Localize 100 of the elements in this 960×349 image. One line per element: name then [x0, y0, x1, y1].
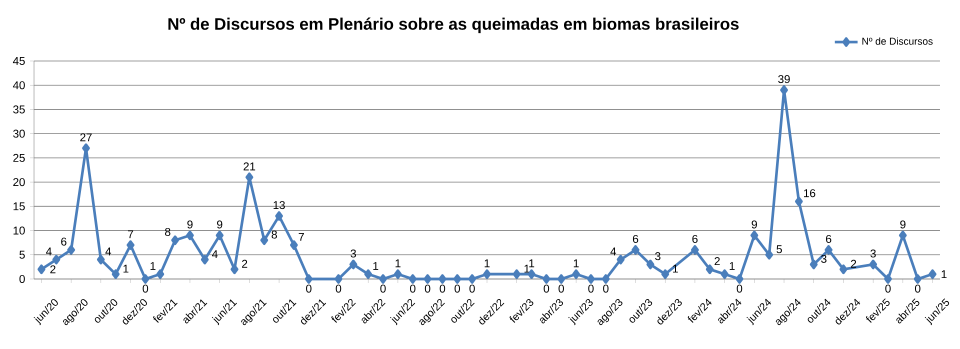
point [408, 274, 417, 284]
point [483, 269, 491, 279]
point [884, 274, 892, 284]
data-label: 0 [440, 284, 446, 293]
point [96, 254, 105, 264]
point [646, 260, 654, 270]
data-label: 6 [826, 234, 832, 243]
point [424, 274, 432, 284]
point [52, 254, 60, 264]
point [528, 269, 536, 279]
data-label: 21 [244, 162, 256, 170]
data-label: 2 [714, 257, 720, 266]
data-label: 1 [942, 270, 947, 278]
data-label: 39 [778, 75, 790, 84]
data-label: 0 [380, 284, 386, 293]
y-tick-label: 0 [19, 274, 25, 283]
y-tick-label: 5 [19, 250, 25, 259]
data-label: 6 [61, 238, 66, 246]
data-label: 0 [544, 284, 550, 293]
point [38, 264, 46, 274]
data-label: 2 [50, 265, 56, 274]
point [200, 254, 209, 264]
point [824, 245, 833, 255]
data-label: 6 [632, 234, 638, 243]
point [260, 235, 268, 246]
point [156, 269, 164, 279]
point [230, 264, 238, 274]
point [112, 269, 120, 279]
data-label: 4 [610, 248, 616, 256]
data-label: 8 [165, 228, 170, 236]
data-label: 9 [187, 220, 193, 228]
point [216, 230, 224, 240]
y-tick-label: 25 [13, 154, 25, 162]
data-label: 1 [673, 264, 678, 273]
point [914, 274, 922, 284]
point [171, 235, 180, 246]
data-label: 4 [46, 248, 52, 256]
point [736, 274, 744, 284]
data-label: 1 [730, 262, 735, 270]
point [898, 230, 907, 240]
data-label: 7 [298, 233, 304, 241]
data-label: 0 [469, 284, 475, 293]
data-label: 2 [850, 260, 856, 268]
point [379, 274, 387, 284]
data-label: 3 [655, 252, 660, 260]
point [794, 196, 803, 206]
data-label: 2 [242, 260, 248, 268]
data-label: 0 [558, 284, 564, 293]
data-label: 16 [804, 189, 816, 198]
point [394, 269, 402, 279]
point [632, 245, 640, 255]
data-label: 9 [900, 220, 906, 228]
point [840, 264, 848, 274]
data-label: 27 [80, 133, 92, 142]
point [542, 274, 550, 284]
data-label: 0 [914, 284, 920, 293]
point [616, 254, 625, 264]
point [290, 240, 298, 250]
data-label: 1 [524, 264, 530, 273]
point [602, 274, 610, 284]
point [468, 274, 476, 284]
point [810, 260, 818, 270]
data-label: 0 [588, 284, 594, 293]
data-label: 3 [870, 250, 876, 258]
data-label: 1 [373, 262, 378, 270]
data-label: 7 [128, 230, 134, 238]
y-tick-label: 35 [13, 105, 25, 114]
point [557, 274, 566, 284]
data-label: 0 [885, 284, 891, 293]
point [453, 274, 462, 284]
data-label: 13 [274, 201, 285, 210]
data-label: 4 [212, 250, 218, 258]
data-label: 5 [776, 245, 782, 254]
data-label: 0 [603, 284, 609, 293]
point [349, 260, 358, 270]
point [334, 274, 342, 284]
point [780, 85, 788, 95]
y-tick-label: 10 [14, 226, 25, 235]
point [67, 245, 76, 255]
point [572, 269, 580, 279]
point [765, 250, 774, 260]
y-tick-label: 30 [13, 130, 25, 138]
data-label: 6 [692, 234, 698, 243]
point [512, 269, 521, 279]
point [82, 143, 90, 153]
data-label: 1 [574, 259, 579, 268]
point [364, 269, 372, 279]
data-label: 0 [336, 284, 342, 293]
data-label: 1 [123, 264, 128, 273]
y-tick-label: 40 [12, 81, 25, 90]
y-tick-label: 15 [14, 202, 25, 210]
data-label: 0 [306, 284, 312, 293]
data-label: 1 [529, 259, 534, 268]
point [587, 274, 595, 284]
data-label: 0 [410, 284, 416, 293]
chart-title: Nº de Discursos em Plenário sobre as queimadas em biomas brasileiros [168, 17, 739, 34]
data-label: 3 [350, 250, 356, 258]
point [706, 264, 714, 274]
point [661, 269, 670, 279]
y-tick-label: 20 [13, 178, 25, 186]
